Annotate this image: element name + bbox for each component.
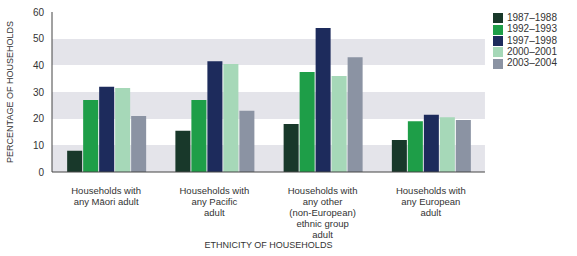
svg-text:any European: any European xyxy=(401,196,460,207)
svg-text:10: 10 xyxy=(33,140,45,151)
svg-text:Households with: Households with xyxy=(71,185,141,196)
svg-text:any other: any other xyxy=(303,196,343,207)
svg-text:adult: adult xyxy=(421,207,442,218)
html-text:2003–2004: 2003–2004 xyxy=(506,57,557,69)
svg-text:adult: adult xyxy=(312,229,333,240)
html-text:1997–1998: 1997–1998 xyxy=(506,34,557,46)
svg-text:Households with: Households with xyxy=(396,185,466,196)
svg-text:Households with: Households with xyxy=(179,185,249,196)
svg-text:any Māori adult: any Māori adult xyxy=(74,196,139,207)
html-text:1987–1988: 1987–1988 xyxy=(506,12,557,23)
svg-text:ethnic group: ethnic group xyxy=(296,218,348,229)
html-text:1992–1993: 1992–1993 xyxy=(506,23,557,35)
svg-text:30: 30 xyxy=(33,87,45,98)
svg-text:any Pacific: any Pacific xyxy=(191,196,237,207)
svg-text:50: 50 xyxy=(33,33,45,44)
svg-text:(non-European): (non-European) xyxy=(289,207,356,218)
svg-text:adult: adult xyxy=(204,207,225,218)
svg-text:60: 60 xyxy=(33,7,45,18)
svg-text:Households with: Households with xyxy=(288,185,358,196)
svg-text:0: 0 xyxy=(38,167,44,178)
svg-text:ETHNICITY OF HOUSEHOLDS: ETHNICITY OF HOUSEHOLDS xyxy=(205,240,333,250)
svg-text:20: 20 xyxy=(33,113,45,124)
svg-text:PERCENTAGE OF HOUSEHOLDS: PERCENTAGE OF HOUSEHOLDS xyxy=(8,21,15,163)
svg-text:40: 40 xyxy=(33,60,45,71)
html-text:2000–2001: 2000–2001 xyxy=(506,46,557,58)
